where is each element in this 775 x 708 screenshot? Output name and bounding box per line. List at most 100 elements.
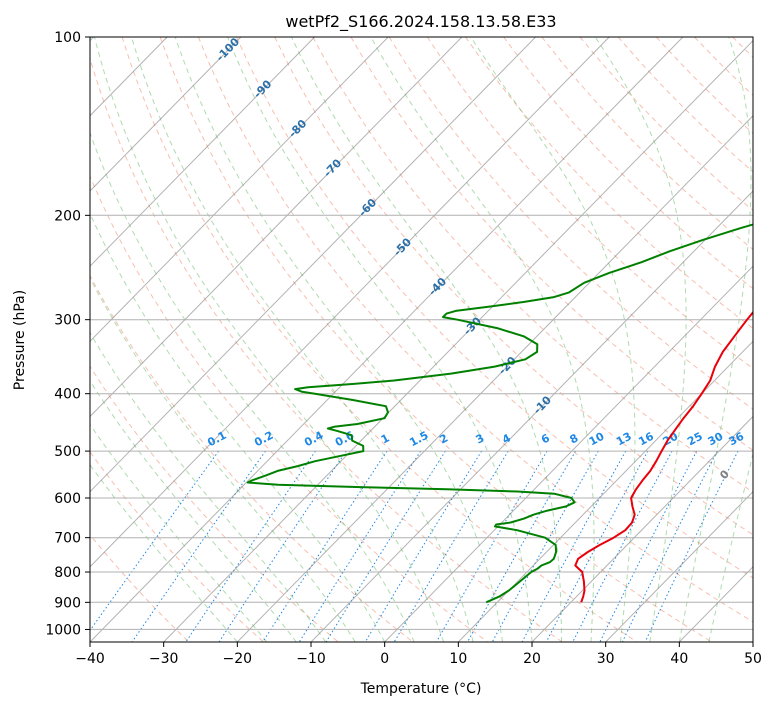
y-tick-label: 300 (54, 313, 81, 329)
mixing-ratio-line (364, 450, 483, 642)
mixing-ratio-line (325, 450, 446, 642)
moist-adiabat-label: 0 (717, 467, 732, 482)
mixing-ratio-line (491, 450, 599, 642)
isotherm-line (678, 566, 753, 642)
isotherm-line (90, 37, 536, 493)
dry-adiabat (732, 37, 753, 58)
dry-adiabat (426, 37, 753, 370)
isotherm-line (236, 115, 753, 642)
mixing-ratio-line (644, 450, 739, 642)
dry-adiabat (579, 37, 753, 212)
isotherm-lines (90, 37, 753, 642)
mixing-ratio-label: 36 (727, 430, 747, 449)
dry-adiabat (197, 37, 753, 623)
moist-adiabat (470, 37, 636, 642)
mixing-ratio-label: 0.2 (252, 429, 275, 450)
moist-adiabat (291, 37, 562, 642)
mixing-ratio-line (467, 450, 577, 642)
isotherm-line (752, 641, 753, 642)
mixing-ratio-label: 0.4 (302, 429, 326, 450)
moist-adiabat-label: 20 (754, 522, 774, 542)
moist-adiabat (678, 37, 752, 642)
y-tick-label: 600 (54, 491, 81, 507)
x-tick-label: −20 (223, 651, 253, 667)
mixing-ratio-line (521, 450, 627, 642)
y-tick-label: 200 (54, 208, 81, 224)
mixing-ratio-label: 16 (636, 430, 656, 449)
dry-adiabat (694, 37, 753, 96)
dry-adiabats (90, 37, 753, 642)
dry-adiabat (655, 37, 753, 135)
moist-adiabat (90, 131, 415, 642)
mixing-ratio-label: 0.1 (205, 429, 228, 450)
moist-adiabat (94, 37, 445, 642)
dry-adiabat (350, 37, 753, 451)
isotherm-line (163, 39, 753, 642)
moist-adiabat-label: 40 (751, 585, 771, 605)
y-axis: 100 200 300 400 500 600 700 800 900 1000 (45, 30, 90, 638)
dry-adiabat (541, 37, 753, 251)
moist-adiabat-label: 30 (750, 548, 770, 568)
mixing-ratio-line (90, 450, 220, 632)
moist-adiabat (90, 212, 386, 642)
temperature-line (574, 310, 753, 603)
x-tick-label: 30 (597, 651, 615, 667)
mixing-ratio-label: 2 (437, 431, 450, 446)
moist-adiabat (370, 37, 595, 642)
x-tick-label: 10 (449, 651, 467, 667)
isotherm-line (90, 37, 684, 642)
plot-frame (89, 36, 754, 643)
mixing-ratio-label: 25 (685, 430, 705, 449)
moist-adiabat (227, 37, 533, 642)
mixing-ratio-line (393, 450, 509, 642)
dewpoint-line (246, 223, 753, 604)
dry-adiabat (90, 533, 190, 642)
y-tick-label: 700 (54, 531, 81, 547)
chart-title: wetPf2_S166.2024.158.13.58.E33 (285, 12, 556, 32)
mixing-ratio-label: 4 (500, 431, 513, 446)
x-tick-label: −30 (149, 651, 179, 667)
mixing-ratio-line (218, 450, 347, 642)
moist-adiabat (90, 463, 238, 642)
mixing-ratio-line (131, 450, 266, 642)
y-axis-label: Pressure (hPa) (12, 290, 28, 390)
plot-area: -100-90-80-70-60-50-40-30-20-100.1 0.2 0.4… (90, 37, 775, 642)
x-axis: −40 −30 −20 −10 0 10 20 30 40 50 (75, 642, 762, 667)
isotherm-line (310, 190, 753, 642)
y-tick-label: 800 (54, 565, 81, 581)
reference-line-labels: -100-90-80-70-60-50-40-30-20-100.1 0.2 0.4… (205, 37, 775, 606)
mixing-ratio-label: 1 (379, 431, 392, 446)
mixing-ratio-line (435, 450, 548, 642)
mixing-ratio-line (621, 450, 718, 642)
pressure-gridlines (90, 37, 753, 630)
moist-adiabat (174, 37, 503, 642)
mixing-ratio-label: 1.5 (407, 429, 430, 450)
dry-adiabat (465, 37, 753, 329)
moist-adiabat-label: 10 (759, 487, 775, 507)
isotherm-line (457, 340, 753, 642)
y-tick-label: 900 (54, 595, 81, 611)
isotherm-line (90, 37, 610, 568)
dry-adiabat (312, 37, 753, 493)
isotherm-line (90, 37, 389, 343)
x-tick-label: 0 (380, 651, 389, 667)
profile-series (246, 223, 753, 604)
isotherm-line (384, 265, 753, 642)
dry-adiabat (388, 37, 753, 410)
x-tick-label: 50 (744, 651, 762, 667)
mixing-ratio-line (572, 450, 673, 642)
dry-adiabat (90, 175, 488, 642)
x-axis-label: Temperature (°C) (360, 681, 482, 697)
dry-adiabat (121, 37, 638, 642)
mixing-ratio-label: 30 (706, 430, 726, 449)
isotherm-line (605, 490, 753, 642)
moist-adiabat (594, 37, 687, 642)
mixing-ratio-lines (90, 450, 739, 642)
x-tick-label: 40 (670, 651, 688, 667)
dry-adiabat (236, 37, 753, 579)
moist-adiabats (90, 37, 753, 642)
y-tick-label: 100 (54, 30, 81, 46)
dry-adiabat (274, 37, 753, 536)
mixing-ratio-line (545, 450, 649, 642)
